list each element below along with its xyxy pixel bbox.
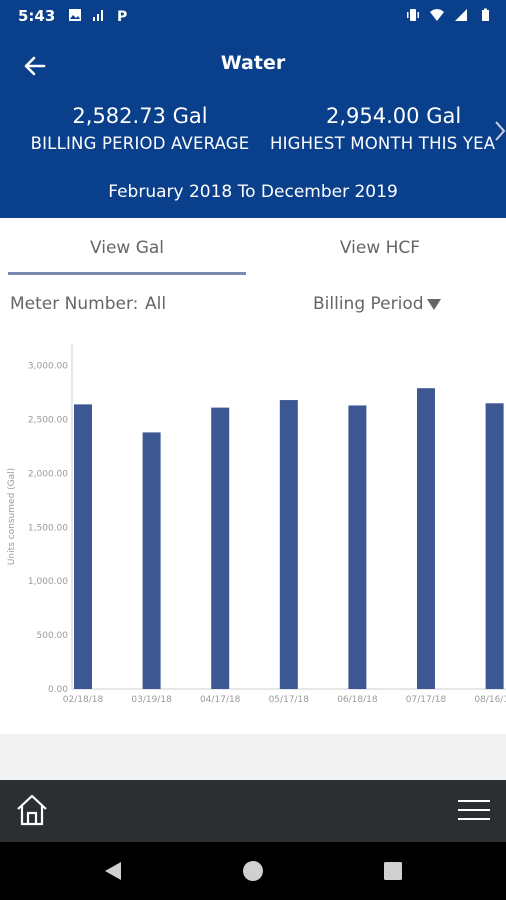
billing-period-dropdown[interactable]: Billing Period [313,294,442,314]
y-axis-label: Units consumed (Gal) [7,468,17,565]
stat-billing-average: 2,582.73 Gal BILLING PERIOD AVERAGE [28,104,252,153]
home-icon[interactable] [14,792,50,828]
parking-icon: P [117,9,127,22]
nav-recents-icon[interactable] [383,861,403,881]
x-tick-label: 05/17/18 [269,695,310,705]
tab-view-gal[interactable]: View Gal [89,238,165,258]
vibrate-icon [407,9,419,21]
x-tick-label: 04/17/18 [200,695,241,705]
billing-period-label: Billing Period [313,294,424,314]
image-icon [69,9,81,21]
svg-text:P: P [117,9,127,22]
battery-icon [482,8,489,21]
bar [142,432,161,689]
status-time: 5:43 [18,7,56,25]
tab-selected-indicator [8,272,246,275]
usage-chart: 0.00 500.00 1,000.00 1,500.00 2,000.00 2,500.… [0,332,506,732]
y-tick-label: 0.00 [48,685,68,695]
x-tick-label: 06/18/18 [337,695,378,705]
bar [348,405,367,689]
stat-highest-month: 2,954.00 Gal HIGHEST MONTH THIS YEA [270,104,506,153]
stat-label: BILLING PERIOD AVERAGE [30,134,250,153]
tab-view-hcf[interactable]: View HCF [339,238,421,258]
y-tick-label: 2,500.00 [28,415,68,425]
unit-tabs: View Gal View HCF [0,218,506,278]
y-tick-label: 500.00 [37,631,69,641]
wifi-icon [430,9,444,21]
bar [279,400,298,689]
filters: Meter Number: All Billing Period [0,288,506,322]
y-tick-label: 1,000.00 [28,577,68,587]
status-bar: 5:43 P [0,0,506,32]
bottom-nav [0,780,506,842]
date-range: February 2018 To December 2019 [108,182,398,202]
x-tick-label: 07/17/18 [406,695,447,705]
y-tick-label: 3,000.00 [28,362,68,372]
nav-back-icon[interactable] [102,860,124,882]
bar [485,403,504,689]
footer-strip [0,734,506,780]
nav-home-icon[interactable] [241,859,265,883]
meter-number-label: Meter Number: [10,294,139,314]
x-tick-label: 08/16/18 [474,695,506,705]
page-title: Water [220,52,286,74]
meter-number-value[interactable]: All [145,294,167,314]
x-tick-label: 02/18/18 [63,695,104,705]
bar [211,407,230,689]
chevron-right-icon[interactable] [494,120,506,142]
stat-value: 2,954.00 Gal [326,104,462,128]
stat-value: 2,582.73 Gal [72,104,208,128]
android-nav-bar [0,842,506,900]
header: Water 2,582.73 Gal BILLING PERIOD AVERAG… [0,32,506,218]
status-icons-left: P [68,8,130,22]
cell-signal-icon [455,9,467,21]
status-icons-right [406,8,492,22]
signal-icon [93,10,103,21]
y-tick-label: 2,000.00 [28,469,68,479]
stat-label: HIGHEST MONTH THIS YEA [270,134,496,153]
chevron-down-icon [426,299,441,310]
back-arrow-icon[interactable] [20,50,52,82]
y-tick-label: 1,500.00 [28,523,68,533]
hamburger-menu-icon[interactable] [458,796,490,824]
bar [74,404,92,689]
usage-bar-chart: 0.00 500.00 1,000.00 1,500.00 2,000.00 2,500.… [7,344,506,705]
bar [417,388,435,689]
x-tick-label: 03/19/18 [131,695,172,705]
